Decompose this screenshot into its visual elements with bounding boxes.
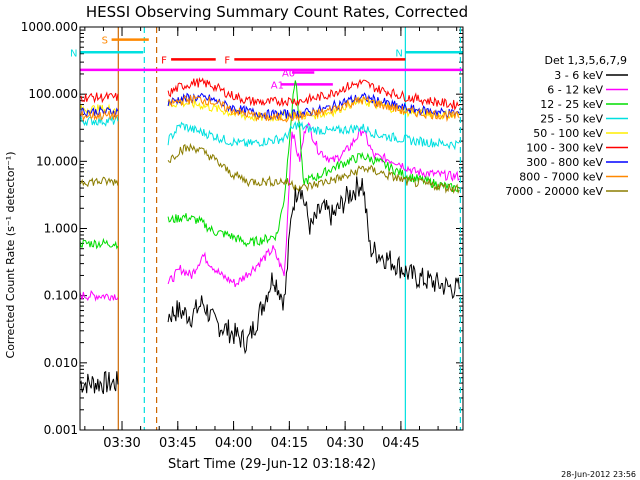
x-axis-label: Start Time (29-Jun-12 03:18:42) <box>168 457 376 472</box>
series-line <box>79 142 460 194</box>
legend-label: 100 - 300 keV <box>526 142 603 155</box>
y-tick-label: 1000.000 <box>21 20 78 34</box>
y-tick-label: 0.100 <box>44 289 78 303</box>
plot-frame <box>79 26 464 431</box>
series-line <box>79 94 460 123</box>
y-tick-label: 10.000 <box>36 154 78 168</box>
legend-label: 12 - 25 keV <box>540 98 603 111</box>
footer-timestamp: 28-Jun-2012 23:56 <box>561 470 636 479</box>
flag-label: A1 <box>271 80 284 91</box>
flag-label: F <box>224 55 230 66</box>
legend-label: 300 - 800 keV <box>526 156 603 169</box>
x-tick-label: 03:30 <box>103 436 140 451</box>
chart-title: HESSI Observing Summary Count Rates, Cor… <box>86 3 468 21</box>
x-tick-label: 04:45 <box>382 436 419 451</box>
series-line <box>79 122 460 302</box>
legend-title: Det 1,3,5,6,7,9 <box>544 54 627 67</box>
series-line <box>79 115 460 151</box>
y-axis-label: Corrected Count Rate (s⁻¹ detector⁻¹) <box>4 152 17 359</box>
series-line <box>79 176 460 395</box>
y-tick-label: 0.010 <box>44 356 78 370</box>
flag-label: F <box>161 55 167 66</box>
flag-label: A0 <box>282 69 295 80</box>
series-line <box>79 76 460 111</box>
legend-label: 50 - 100 keV <box>533 127 603 140</box>
legend-label: 6 - 12 keV <box>547 84 603 97</box>
y-tick-label: 100.000 <box>28 87 78 101</box>
x-tick-label: 04:15 <box>271 436 308 451</box>
flag-label: N <box>70 48 77 59</box>
y-tick-label: 1.000 <box>44 222 78 236</box>
series-line <box>79 80 460 250</box>
legend-label: 7000 - 20000 keV <box>505 185 603 198</box>
flag-label: S <box>102 36 108 47</box>
legend-label: 800 - 7000 keV <box>519 171 603 184</box>
legend-label: 3 - 6 keV <box>554 69 603 82</box>
legend-label: 25 - 50 keV <box>540 113 603 126</box>
x-tick-label: 04:00 <box>215 436 252 451</box>
x-tick-label: 04:30 <box>326 436 363 451</box>
flag-label: N <box>395 48 402 59</box>
y-tick-label: 0.001 <box>44 423 78 437</box>
x-tick-label: 03:45 <box>159 436 196 451</box>
plot-layer: 0.001 0.010 0.100 1.000 10.000 100.000 1000.00… <box>21 20 628 451</box>
